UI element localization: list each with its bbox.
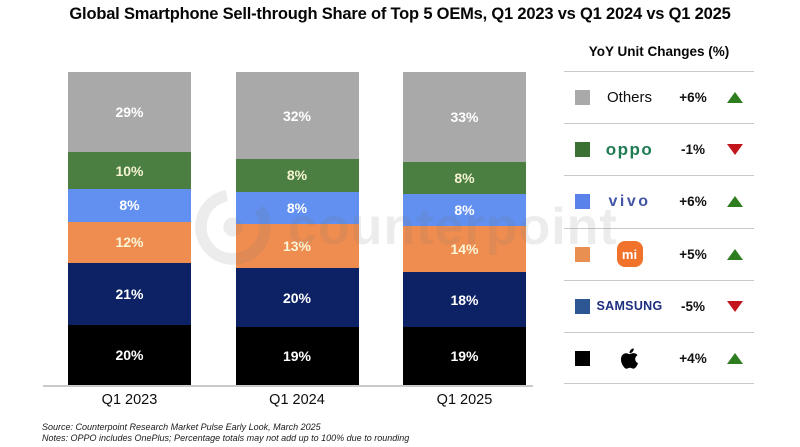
segment-value-label: 21% [115,286,144,303]
apple-logo [592,345,667,372]
segment-xiaomi-q1-2025: 14% [403,226,526,273]
samsung-logo: SAMSUNG [592,299,667,313]
vivo-yoy-change: +6% [679,194,707,210]
legend-row-oppo: oppo -1% [564,123,754,175]
xiaomi-swatch [575,246,590,262]
x-axis-labels: Q1 2023 Q1 2024 Q1 2025 [68,392,526,408]
segment-value-label: 19% [450,348,479,365]
down-triangle-icon [727,144,743,156]
bar-q1-2023: 29% 10% 8% 12% 21% 20% [68,72,191,385]
oppo-swatch [575,142,590,158]
rounding-note: Notes: OPPO includes OnePlus; Percentage… [42,432,410,443]
segment-vivo-q1-2023: 8% [68,189,191,222]
legend-row-vivo: vivo +6% [564,175,754,227]
segment-apple-q1-2023: 20% [68,325,191,385]
segment-value-label: 20% [282,289,312,306]
legend-title: YoY Unit Changes (%) [588,44,730,59]
footnotes: Source: Counterpoint Research Market Pul… [42,422,409,443]
segment-value-label: 33% [450,108,479,125]
segment-others-q1-2024: 32% [235,72,359,160]
legend-row-samsung: SAMSUNG -5% [564,279,754,332]
apple-logo-icon [616,345,643,372]
segment-apple-q1-2025: 19% [403,327,526,385]
bar-q1-2024: 32% 8% 8% 13% 20% 19% [235,72,359,385]
x-axis-label-q1-2024: Q1 2024 [269,392,325,408]
oppo-yoy-change: -1% [680,142,705,158]
apple-yoy-change: +4% [679,350,707,366]
segment-others-q1-2025: 33% [403,72,526,162]
legend-row-apple: +4% [564,331,754,385]
stacked-bar-chart: 29% 10% 8% 12% 21% 20% 32% 8% 8% 13% 20% 19% 33% 8% 8%… [68,72,526,385]
segment-others-q1-2023: 29% [68,72,191,153]
segment-oppo-q1-2025: 8% [403,161,526,194]
segment-value-label: 13% [282,237,312,254]
segment-xiaomi-q1-2023: 12% [68,221,191,264]
legend-row-xiaomi: mi +5% [564,227,754,280]
segment-value-label: 19% [282,348,312,365]
vivo-label: vivo [608,192,651,210]
segment-samsung-q1-2024: 20% [235,267,359,328]
source-note: Source: Counterpoint Research Market Pul… [42,422,321,432]
oppo-logo: oppo [592,140,667,160]
segment-value-label: 18% [450,291,479,308]
segment-samsung-q1-2025: 18% [403,272,526,328]
x-axis-line [43,385,533,387]
legend-panel: YoY Unit Changes (%) Others +6% oppo -1% viv… [564,40,754,385]
segment-value-label: 8% [119,197,140,214]
segment-value-label: 14% [450,241,479,258]
bar-q1-2025: 33% 8% 8% 14% 18% 19% [403,72,526,385]
segment-value-label: 10% [115,162,144,179]
up-triangle-icon [727,248,743,260]
samsung-swatch [575,298,590,314]
others-label: Others [606,89,652,107]
segment-oppo-q1-2023: 10% [68,152,191,190]
segment-value-label: 12% [115,234,144,251]
segment-samsung-q1-2023: 21% [68,263,191,326]
up-triangle-icon [727,196,743,208]
others-yoy-change: +6% [679,90,707,106]
xiaomi-yoy-change: +5% [679,246,707,262]
segment-value-label: 8% [454,169,475,186]
x-axis-label-q1-2025: Q1 2025 [436,392,493,408]
apple-swatch [575,350,590,366]
xiaomi-logo: mi [592,241,667,268]
segment-xiaomi-q1-2024: 13% [235,223,359,268]
segment-vivo-q1-2024: 8% [235,191,359,224]
x-axis-label-q1-2023: Q1 2023 [101,392,158,408]
segment-apple-q1-2024: 19% [235,327,359,385]
xiaomi-mi-logo-icon: mi [616,241,643,268]
oppo-label: oppo [605,139,654,159]
samsung-yoy-change: -5% [680,298,705,314]
segment-oppo-q1-2024: 8% [235,159,359,192]
vivo-logo: vivo [592,193,667,211]
samsung-label: SAMSUNG [596,299,663,314]
segment-value-label: 8% [286,199,308,216]
segment-value-label: 8% [286,167,308,184]
segment-value-label: 20% [115,347,144,364]
segment-value-label: 8% [454,202,475,219]
segment-value-label: 32% [282,107,312,124]
segment-value-label: 29% [115,104,144,121]
others-logo: Others [592,89,667,106]
legend-row-others: Others +6% [564,71,754,123]
vivo-swatch [575,194,590,210]
chart-title: Global Smartphone Sell-through Share of … [69,5,731,23]
up-triangle-icon [727,352,743,364]
segment-vivo-q1-2025: 8% [403,193,526,227]
down-triangle-icon [727,300,743,312]
legend-rows: Others +6% oppo -1% vivo +6% mi +5% SAMSUNG -5% +4… [564,71,754,385]
others-swatch [575,90,590,106]
up-triangle-icon [727,92,743,104]
